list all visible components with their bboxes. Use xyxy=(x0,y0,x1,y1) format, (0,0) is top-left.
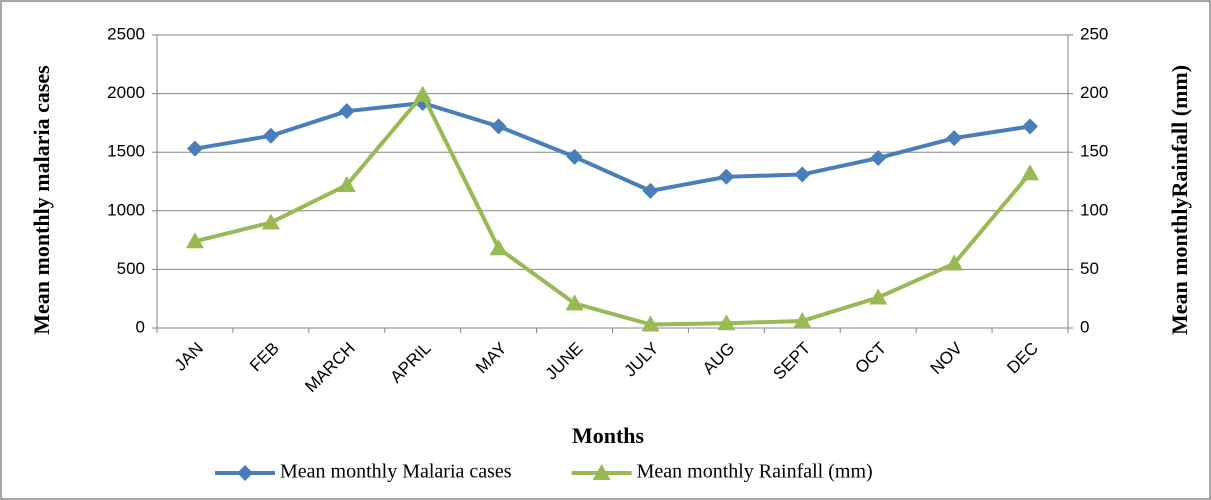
y2-tick-label: 150 xyxy=(1080,142,1108,161)
marker xyxy=(1021,164,1040,181)
legend-label: Mean monthly Rainfall (mm) xyxy=(637,461,873,483)
marker xyxy=(794,166,811,183)
marker xyxy=(718,168,735,185)
y2-tick-label: 0 xyxy=(1080,317,1089,336)
series-line xyxy=(194,100,1031,193)
y-tick-label: 2500 xyxy=(107,24,145,43)
y2-tick-label: 100 xyxy=(1080,200,1108,219)
y2-tick-label: 200 xyxy=(1080,83,1108,102)
marker xyxy=(869,288,888,305)
x-axis-title: Months xyxy=(572,423,645,448)
marker xyxy=(592,464,611,480)
marker xyxy=(261,213,280,230)
y-tick-label: 1500 xyxy=(107,142,145,161)
marker xyxy=(945,254,964,271)
marker xyxy=(490,118,507,135)
marker xyxy=(565,294,584,311)
marker xyxy=(413,85,432,102)
y2-tick-label: 50 xyxy=(1080,259,1099,278)
y-axis-title: Mean monthly malaria cases xyxy=(29,65,54,335)
marker xyxy=(793,311,812,328)
marker xyxy=(337,176,356,193)
marker xyxy=(641,315,660,332)
y2-axis-title: Mean monthlyRainfall (mm) xyxy=(1167,65,1192,335)
marker xyxy=(262,127,279,144)
marker xyxy=(717,314,736,331)
y2-tick-label: 250 xyxy=(1080,24,1108,43)
marker xyxy=(186,140,203,157)
marker xyxy=(489,239,508,256)
y-tick-label: 1000 xyxy=(107,200,145,219)
legend-label: Mean monthly Malaria cases xyxy=(280,461,512,483)
marker xyxy=(1022,118,1039,135)
y-tick-label: 500 xyxy=(117,259,145,278)
marker xyxy=(566,148,583,165)
series-line xyxy=(194,92,1032,327)
marker xyxy=(870,150,887,167)
marker xyxy=(338,103,355,120)
marker xyxy=(237,465,253,481)
marker xyxy=(642,182,659,199)
marker xyxy=(185,232,204,249)
y-tick-label: 2000 xyxy=(107,83,145,102)
y-tick-label: 0 xyxy=(136,317,145,336)
marker xyxy=(946,130,963,147)
